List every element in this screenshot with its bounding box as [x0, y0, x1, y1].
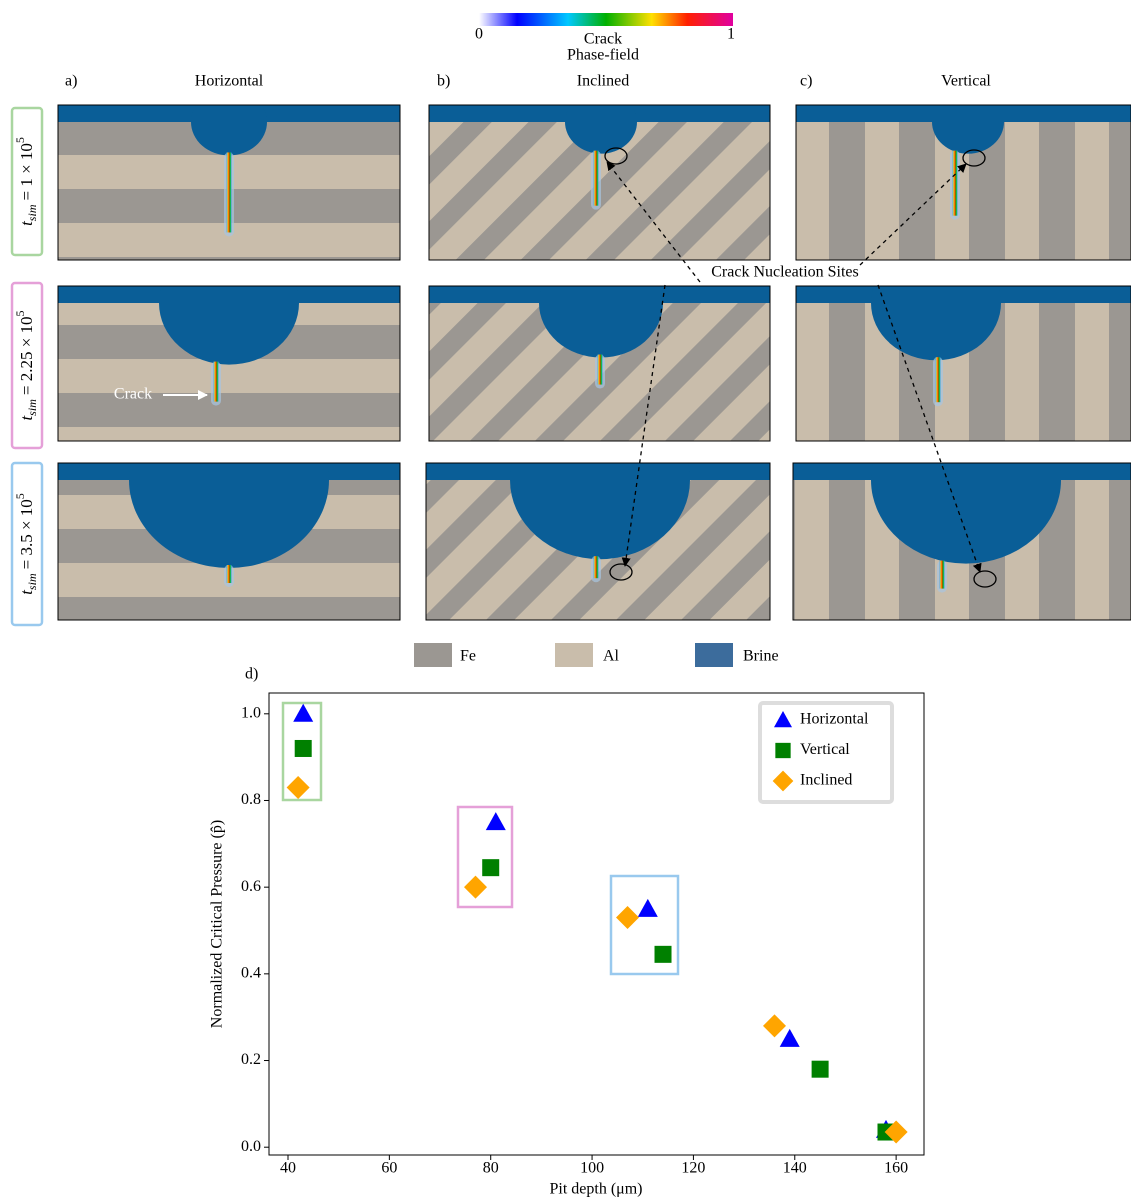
colorbar-title: Phase-field: [567, 47, 639, 64]
y-tick-label: 0.0: [241, 1138, 261, 1155]
pit: [871, 246, 1001, 360]
crack: [598, 355, 603, 385]
legend-label: Fe: [460, 648, 476, 665]
sim-panel: [58, 89, 400, 260]
colorbar-max: 1: [727, 26, 735, 43]
colorbar: [479, 13, 733, 26]
x-tick-label: 80: [483, 1160, 499, 1177]
row-exp: 5: [13, 310, 27, 316]
pit: [565, 90, 637, 153]
annotation: Crack: [114, 386, 152, 403]
panel-label: c): [800, 73, 812, 90]
point: [287, 776, 310, 799]
swatch: [414, 643, 452, 667]
y-tick-label: 0.2: [241, 1051, 261, 1068]
point: [293, 704, 313, 722]
row-label: tsim= 3.5 × 105: [13, 493, 39, 595]
pit: [932, 90, 1004, 153]
column-title: Horizontal: [195, 73, 264, 90]
point: [295, 740, 312, 757]
crack: [953, 151, 958, 216]
point: [763, 1014, 786, 1037]
y-tick-label: 0.8: [241, 791, 261, 808]
point: [482, 859, 499, 876]
column-title: Inclined: [577, 73, 629, 90]
crack: [227, 565, 232, 583]
panel-label: b): [437, 73, 450, 90]
point: [655, 946, 672, 963]
column-title: Vertical: [941, 73, 991, 90]
legend-label: Brine: [743, 648, 779, 665]
crack: [936, 357, 941, 402]
legend-label: Horizontal: [800, 711, 869, 728]
panels: [58, 89, 1131, 620]
legend-label: Inclined: [800, 772, 852, 789]
crack: [940, 561, 945, 589]
x-tick-label: 40: [280, 1160, 296, 1177]
point: [464, 876, 487, 899]
sim-panel: [796, 90, 1131, 260]
material-legend: Fe Al Brine: [414, 643, 779, 667]
y-axis-label: Normalized Critical Pressure (p̂): [209, 820, 226, 1028]
x-axis-label: Pit depth (μm): [549, 1181, 642, 1198]
crack: [594, 556, 599, 578]
group-box: [458, 807, 512, 907]
y-tick-label: 0.4: [241, 965, 261, 982]
x-tick-label: 140: [783, 1160, 807, 1177]
y-tick-label: 1.0: [241, 704, 261, 721]
row-rest: = 2.25 × 10: [17, 316, 36, 395]
legend-label: Al: [603, 648, 620, 665]
colorbar-min: 0: [475, 26, 483, 43]
swatch: [555, 643, 593, 667]
row-rest: = 3.5 × 10: [17, 499, 36, 569]
colorbar-title: Crack: [584, 31, 622, 48]
row-exp: 5: [13, 137, 27, 143]
annotation: Crack Nucleation Sites: [711, 264, 859, 281]
panel-label: d): [245, 666, 258, 683]
point: [486, 812, 506, 830]
point: [780, 1029, 800, 1047]
panel-label: a): [65, 73, 77, 90]
sim-panel: [429, 90, 770, 260]
x-tick-label: 100: [580, 1160, 604, 1177]
figure: 0 1 Crack Phase-field Crack Nucleation S…: [0, 0, 1131, 1199]
group-boxes: [283, 703, 678, 974]
crack: [214, 362, 219, 402]
point: [638, 899, 658, 917]
row-label: tsim= 1 × 105: [13, 137, 39, 226]
row-exp: 5: [13, 493, 27, 499]
sim-panel: [58, 241, 400, 441]
pit: [191, 89, 267, 156]
x-tick-label: 60: [381, 1160, 397, 1177]
point: [812, 1061, 829, 1078]
row-sub: sim: [25, 399, 39, 416]
row-rest: = 1 × 10: [17, 143, 36, 200]
page: 0 1 Crack Phase-field Crack Nucleation S…: [0, 0, 1131, 1199]
pit: [539, 248, 663, 357]
row-label: tsim= 2.25 × 105: [13, 310, 39, 420]
y-tick-label: 0.6: [241, 878, 261, 895]
point: [616, 906, 639, 929]
row-sub: sim: [25, 204, 39, 221]
x-tick-label: 160: [884, 1160, 908, 1177]
legend-label: Vertical: [800, 741, 850, 758]
legend-marker: [775, 743, 790, 758]
crack: [594, 151, 599, 206]
x-tick-label: 120: [681, 1160, 705, 1177]
swatch: [695, 643, 733, 667]
crack: [227, 152, 232, 232]
row-sub: sim: [25, 573, 39, 590]
